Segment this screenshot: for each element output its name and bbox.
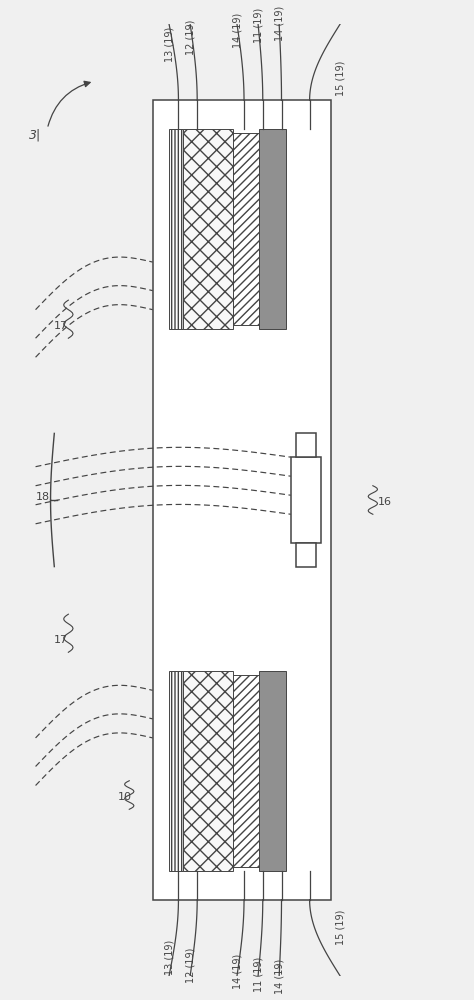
Text: 14 (19): 14 (19)	[232, 13, 242, 48]
Text: 13 (19): 13 (19)	[164, 940, 174, 975]
Text: 16: 16	[377, 497, 392, 507]
Text: 11 (19): 11 (19)	[253, 957, 263, 992]
Text: 14 (19): 14 (19)	[232, 954, 242, 989]
Bar	[169, 671, 183, 871]
Text: 14 (19): 14 (19)	[274, 959, 284, 994]
Bar	[291, 457, 321, 543]
Text: 11 (19): 11 (19)	[253, 8, 263, 43]
Bar	[234, 675, 259, 867]
Bar	[183, 671, 234, 871]
Bar	[259, 671, 286, 871]
Bar	[259, 129, 286, 329]
Bar	[296, 543, 316, 567]
Bar	[234, 133, 259, 325]
Bar	[153, 100, 331, 900]
Text: 17: 17	[55, 635, 68, 645]
Text: 15 (19): 15 (19)	[335, 60, 345, 96]
Text: 10: 10	[118, 792, 132, 802]
Text: 13 (19): 13 (19)	[164, 27, 174, 62]
Bar	[183, 129, 234, 329]
Bar	[169, 129, 183, 329]
Bar	[234, 675, 259, 867]
Bar	[296, 433, 316, 457]
Text: 18: 18	[36, 492, 50, 502]
Text: 15 (19): 15 (19)	[335, 909, 345, 945]
Text: 3|: 3|	[28, 128, 41, 141]
Text: 17: 17	[55, 321, 68, 331]
Bar	[234, 133, 259, 325]
Text: 12 (19): 12 (19)	[185, 19, 195, 55]
Text: 12 (19): 12 (19)	[185, 947, 195, 983]
Text: 14 (19): 14 (19)	[274, 6, 284, 41]
